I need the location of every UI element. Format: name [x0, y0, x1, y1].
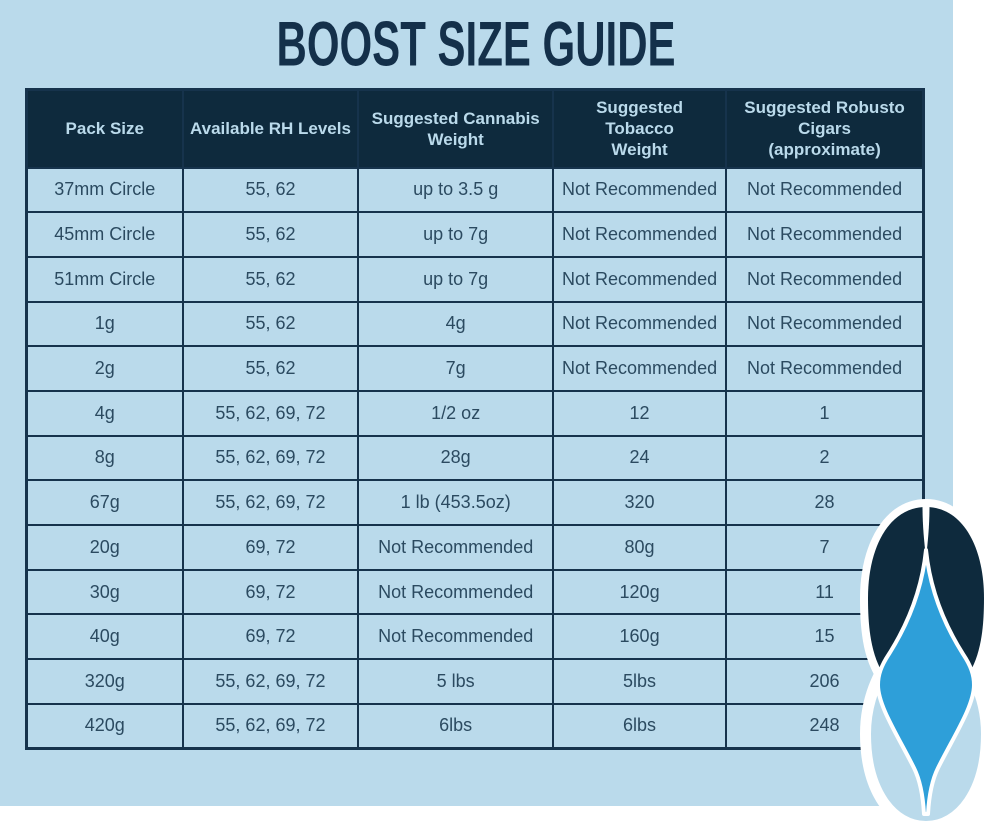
table-cell: 2 — [725, 434, 925, 482]
table-cell: Not Recommended — [551, 300, 728, 348]
table-cell: 30g — [25, 568, 184, 616]
column-header: Available RH Levels — [181, 88, 360, 169]
table-cell: 4g — [25, 389, 184, 437]
table-cell: Not Recommended — [551, 166, 728, 214]
table-cell: 20g — [25, 524, 184, 571]
table-cell: 5lbs — [551, 658, 728, 705]
table-cell: 55, 62, 69, 72 — [181, 479, 360, 526]
table-row: 8g 55, 62, 69, 72 28g 24 2 — [25, 434, 925, 482]
table-cell: 320 — [551, 479, 728, 526]
table-cell: 80g — [551, 524, 728, 571]
table-cell: Not Recommended — [725, 345, 925, 392]
table-cell: 320g — [25, 658, 184, 705]
table-cell: Not Recommended — [725, 255, 925, 303]
table-row: 51mm Circle 55, 62 up to 7g Not Recommended… — [25, 255, 925, 303]
table-row: 37mm Circle 55, 62 up to 3.5 g Not Recommen… — [25, 166, 925, 214]
table-cell: Not Recommended — [551, 211, 728, 258]
table-row: 420g 55, 62, 69, 72 6lbs 6lbs 248 — [25, 702, 925, 750]
table-cell: 55, 62, 69, 72 — [181, 389, 360, 437]
table-cell: 120g — [551, 568, 728, 616]
table-cell: 6lbs — [551, 702, 728, 750]
table-cell: Not Recommended — [725, 211, 925, 258]
table-row: 45mm Circle 55, 62 up to 7g Not Recommended… — [25, 211, 925, 258]
table-cell: 55, 62 — [181, 345, 360, 392]
table-row: 4g 55, 62, 69, 72 1/2 oz 12 1 — [25, 389, 925, 437]
table-cell: Not Recommended — [357, 524, 554, 571]
table-cell: 160g — [551, 613, 728, 661]
table-cell: 69, 72 — [181, 568, 360, 616]
table-cell: 1g — [25, 300, 184, 348]
table-row: 20g 69, 72 Not Recommended 80g 7 — [25, 524, 925, 571]
table-cell: 5 lbs — [357, 658, 554, 705]
table-cell: 420g — [25, 702, 184, 750]
table-cell: up to 7g — [357, 211, 554, 258]
table-cell: 28 — [725, 479, 925, 526]
table-cell: 8g — [25, 434, 184, 482]
table-cell: Not Recommended — [551, 345, 728, 392]
table-cell: 1 lb (453.5oz) — [357, 479, 554, 526]
table-row: 67g 55, 62, 69, 72 1 lb (453.5oz) 320 28 — [25, 479, 925, 526]
table-cell: 4g — [357, 300, 554, 348]
column-header: Suggested Robusto Cigars (approximate) — [725, 88, 925, 169]
table-cell: up to 7g — [357, 255, 554, 303]
table-row: 1g 55, 62 4g Not Recommended Not Recommended — [25, 300, 925, 348]
table-row: 30g 69, 72 Not Recommended 120g 11 — [25, 568, 925, 616]
table-row: 2g 55, 62 7g Not Recommended Not Recommended — [25, 345, 925, 392]
background-panel: BOOST SIZE GUIDE Pack Size Available RH L… — [0, 0, 953, 806]
table-cell: Not Recommended — [725, 166, 925, 214]
table-cell: 1/2 oz — [357, 389, 554, 437]
table-cell: Not Recommended — [357, 568, 554, 616]
size-guide-table: Pack Size Available RH Levels Suggested Ca… — [25, 88, 925, 750]
column-header: Suggested Tobacco Weight — [551, 88, 728, 169]
table-cell: 69, 72 — [181, 524, 360, 571]
table-cell: 37mm Circle — [25, 166, 184, 214]
table-cell: 7g — [357, 345, 554, 392]
title-container: BOOST SIZE GUIDE — [0, 8, 953, 80]
table-cell: 55, 62, 69, 72 — [181, 658, 360, 705]
column-header: Pack Size — [25, 88, 184, 169]
table-cell: 45mm Circle — [25, 211, 184, 258]
table-cell: 55, 62 — [181, 300, 360, 348]
table-cell: 55, 62, 69, 72 — [181, 702, 360, 750]
table-cell: 12 — [551, 389, 728, 437]
table-cell: 55, 62 — [181, 211, 360, 258]
column-header: Suggested Cannabis Weight — [357, 88, 554, 169]
table-cell: 67g — [25, 479, 184, 526]
table-cell: 28g — [357, 434, 554, 482]
table-cell: 24 — [551, 434, 728, 482]
table-cell: Not Recommended — [551, 255, 728, 303]
logo-flame-icon — [876, 548, 976, 816]
table-cell: 51mm Circle — [25, 255, 184, 303]
table-cell: 6lbs — [357, 702, 554, 750]
logo-top-slit — [922, 506, 930, 558]
table-cell: up to 3.5 g — [357, 166, 554, 214]
table-cell: 69, 72 — [181, 613, 360, 661]
table-cell: Not Recommended — [725, 300, 925, 348]
table-cell: 40g — [25, 613, 184, 661]
boost-flame-logo — [860, 499, 992, 832]
table-cell: 2g — [25, 345, 184, 392]
table-body: 37mm Circle 55, 62 up to 3.5 g Not Recommen… — [25, 166, 925, 750]
table-row: 40g 69, 72 Not Recommended 160g 15 — [25, 613, 925, 661]
table-cell: 55, 62 — [181, 255, 360, 303]
table-cell: 55, 62 — [181, 166, 360, 214]
header-row: Pack Size Available RH Levels Suggested Ca… — [25, 88, 925, 169]
table-cell: 55, 62, 69, 72 — [181, 434, 360, 482]
page-title: BOOST SIZE GUIDE — [276, 9, 677, 80]
table-cell: 1 — [725, 389, 925, 437]
table-row: 320g 55, 62, 69, 72 5 lbs 5lbs 206 — [25, 658, 925, 705]
table-cell: Not Recommended — [357, 613, 554, 661]
